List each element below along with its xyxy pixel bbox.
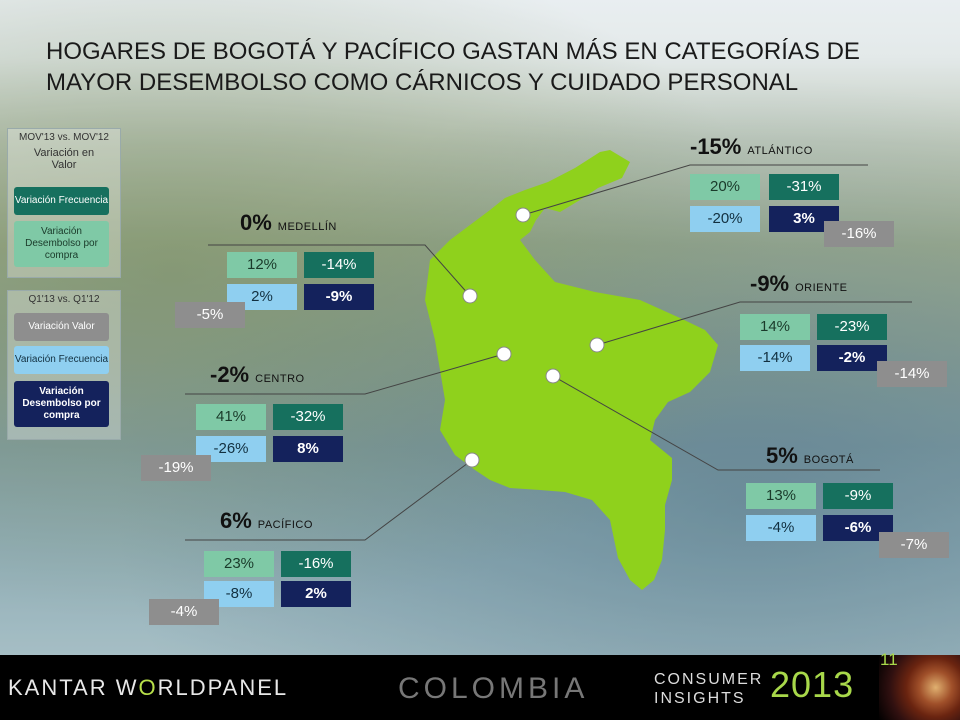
colombia-shape xyxy=(425,150,718,590)
footer-bar xyxy=(0,655,960,720)
region-medellin-spend-mov: 2% xyxy=(227,284,297,310)
region-medellin-freq-mov: 12% xyxy=(227,252,297,278)
region-oriente-total: -9% xyxy=(750,271,790,296)
region-oriente-name: ORIENTE xyxy=(795,282,848,294)
region-centro-freq-mov: 41% xyxy=(196,404,266,430)
region-centro-name: CENTRO xyxy=(255,373,305,385)
region-atlantico-header: -15% ATLÁNTICO xyxy=(690,134,813,160)
region-atlantico-value-q: -16% xyxy=(824,221,894,247)
region-pacifico-total: 6% xyxy=(220,508,252,533)
legend-mov: MOV'13 vs. MOV'12 Variación en Valor Var… xyxy=(7,128,121,278)
slide-title: HOGARES DE BOGOTÁ Y PACÍFICO GASTAN MÁS … xyxy=(46,38,860,96)
legend-mov-frequency: Variación Frecuencia xyxy=(14,187,109,215)
region-bogota-total: 5% xyxy=(766,443,798,468)
region-atlantico-spend-q: 3% xyxy=(769,206,839,232)
city-markers xyxy=(462,207,605,468)
legend-mov-period: MOV'13 vs. MOV'12 xyxy=(19,132,109,143)
region-bogota-name: BOGOTÁ xyxy=(803,454,854,466)
region-oriente-value-q: -14% xyxy=(877,361,947,387)
legend-q1-value: Variación Valor xyxy=(14,313,109,341)
logo-text-2: RLDPANEL xyxy=(157,675,289,700)
region-atlantico-freq-q: -31% xyxy=(769,174,839,200)
page-number: 11 xyxy=(880,650,898,669)
year-label: 2013 xyxy=(770,664,855,705)
insights-text: INSIGHTS xyxy=(654,690,746,707)
region-medellin-total: 0% xyxy=(240,210,272,235)
legend-q1-frequency: Variación Frecuencia xyxy=(14,346,109,374)
kantar-worldpanel-logo: KANTAR WORLDPANEL xyxy=(8,675,288,701)
region-pacifico-freq-mov: 23% xyxy=(204,551,274,577)
marker-atlantico xyxy=(515,207,531,223)
legend-mov-value: Variación en Valor xyxy=(33,147,95,171)
marker-oriente xyxy=(589,337,605,353)
region-oriente-header: -9% ORIENTE xyxy=(750,271,848,297)
region-bogota-header: 5% BOGOTÁ xyxy=(766,443,854,469)
logo-text-accent: O xyxy=(138,675,158,700)
region-medellin-spend-q: -9% xyxy=(304,284,374,310)
marker-centro xyxy=(496,346,512,362)
marker-medellin xyxy=(462,288,478,304)
region-medellin-header: 0% MEDELLÍN xyxy=(240,210,337,236)
region-centro-spend-q: 8% xyxy=(273,436,343,462)
connector-pacifico xyxy=(185,459,473,541)
region-medellin-name: MEDELLÍN xyxy=(277,221,337,233)
region-atlantico-total: -15% xyxy=(690,134,742,159)
region-centro-header: -2% CENTRO xyxy=(210,362,305,388)
region-bogota-freq-q: -9% xyxy=(823,483,893,509)
marker-bogota xyxy=(545,368,561,384)
region-oriente-spend-q: -2% xyxy=(817,345,887,371)
connector-oriente xyxy=(596,301,912,346)
region-pacifico-value-q: -4% xyxy=(149,599,219,625)
country-label: COLOMBIA xyxy=(398,672,589,705)
consumer-insights-label: CONSUMER INSIGHTS xyxy=(654,670,763,708)
region-oriente-freq-mov: 14% xyxy=(740,314,810,340)
colombia-map xyxy=(185,150,912,590)
region-centro-total: -2% xyxy=(210,362,250,387)
region-oriente-freq-q: -23% xyxy=(817,314,887,340)
logo-text-1: KANTAR W xyxy=(8,675,139,700)
marker-pacifico xyxy=(464,452,480,468)
connector-centro xyxy=(185,353,505,395)
region-atlantico-freq-mov: 20% xyxy=(690,174,760,200)
legend-q1-period: Q1'13 vs. Q1'12 xyxy=(28,294,100,305)
region-pacifico-name: PACÍFICO xyxy=(257,519,313,531)
connector-atlantico xyxy=(522,164,868,216)
region-atlantico-spend-mov: -20% xyxy=(690,206,760,232)
region-bogota-freq-mov: 13% xyxy=(746,483,816,509)
region-pacifico-header: 6% PACÍFICO xyxy=(220,508,313,534)
connector-lines xyxy=(185,164,912,541)
legend-q1: Q1'13 vs. Q1'12 Variación Valor Variació… xyxy=(7,290,121,440)
region-pacifico-freq-q: -16% xyxy=(281,551,351,577)
region-medellin-value-q: -5% xyxy=(175,302,245,328)
region-medellin-freq-q: -14% xyxy=(304,252,374,278)
connector-bogota xyxy=(552,375,880,471)
region-centro-value-q: -19% xyxy=(141,455,211,481)
legend-mov-spend: Variación Desembolso por compra xyxy=(14,221,109,267)
region-bogota-value-q: -7% xyxy=(879,532,949,558)
region-pacifico-spend-q: 2% xyxy=(281,581,351,607)
region-atlantico-name: ATLÁNTICO xyxy=(747,145,813,157)
region-bogota-spend-mov: -4% xyxy=(746,515,816,541)
consumer-text: CONSUMER xyxy=(654,671,764,688)
region-pacifico-spend-mov: -8% xyxy=(204,581,274,607)
region-oriente-spend-mov: -14% xyxy=(740,345,810,371)
legend-q1-spend: Variación Desembolso por compra xyxy=(14,381,109,427)
connector-medellin xyxy=(208,244,471,297)
globe-image xyxy=(879,655,960,720)
region-centro-freq-q: -32% xyxy=(273,404,343,430)
